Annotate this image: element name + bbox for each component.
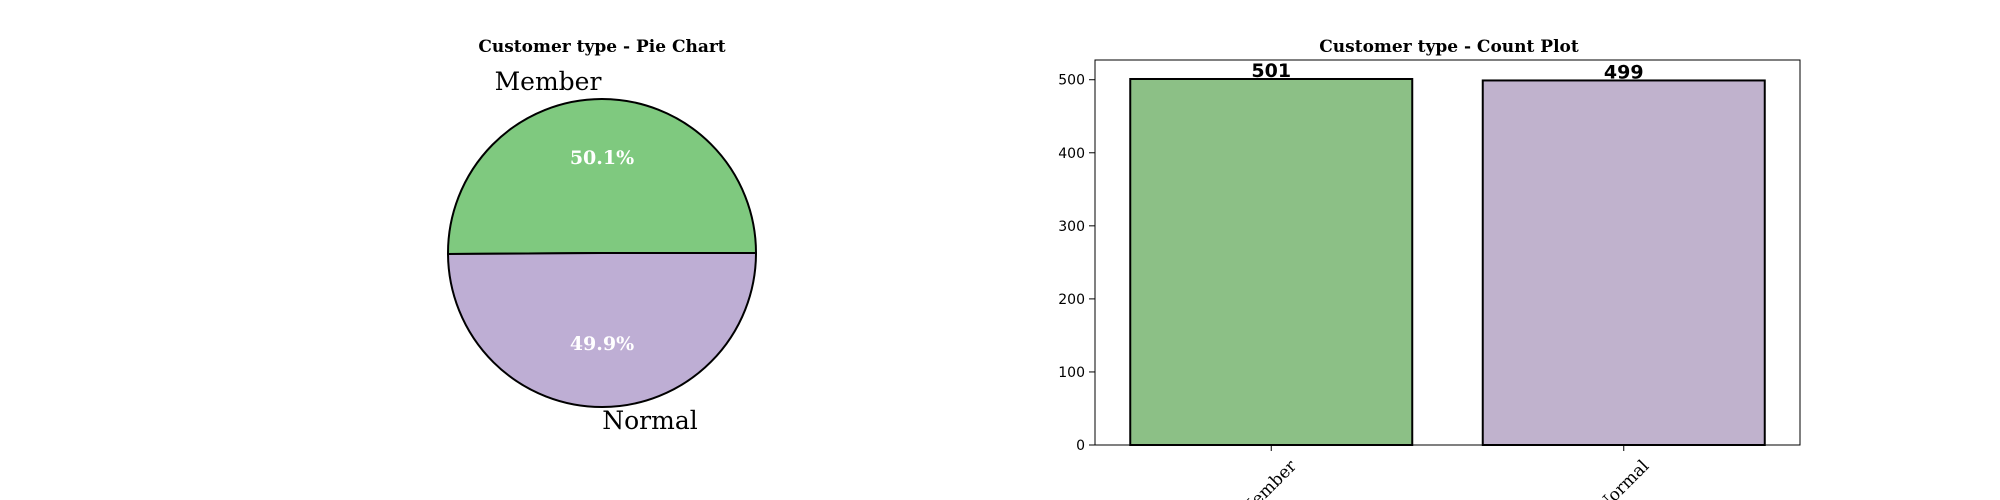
- y-tick-label: 0: [1076, 438, 1085, 454]
- pie-slice-member: [447, 98, 758, 255]
- pie-title: Customer type - Pie Chart: [478, 37, 725, 57]
- bar-member: [1129, 77, 1414, 447]
- y-tick-label: 200: [1058, 292, 1085, 308]
- y-tick-label: 300: [1058, 219, 1085, 235]
- pie-percent-normal: 49.9%: [570, 333, 634, 355]
- y-tick-label: 500: [1058, 73, 1085, 89]
- bar-value-label: 499: [1604, 61, 1644, 83]
- bar-normal: [1481, 79, 1766, 446]
- pie-slice-normal: [446, 252, 758, 408]
- x-tick-label: Normal: [1593, 456, 1653, 500]
- bar-value-label: 501: [1251, 60, 1291, 82]
- bar-title: Customer type - Count Plot: [1319, 37, 1579, 57]
- pie-percent-member: 50.1%: [570, 147, 634, 169]
- y-tick-label: 100: [1058, 365, 1085, 381]
- pie-label-normal: Normal: [602, 406, 697, 435]
- bar-axes-frame: [1094, 59, 1801, 446]
- pie-chart: Customer type - Pie Chart 50.1% 49.9% Me…: [446, 37, 758, 435]
- x-tick-label: Member: [1235, 456, 1301, 500]
- y-tick-label: 400: [1058, 146, 1085, 162]
- count-plot: Customer type - Count Plot 0 100 200 300 400…: [1058, 37, 1801, 500]
- pie-label-member: Member: [495, 67, 602, 96]
